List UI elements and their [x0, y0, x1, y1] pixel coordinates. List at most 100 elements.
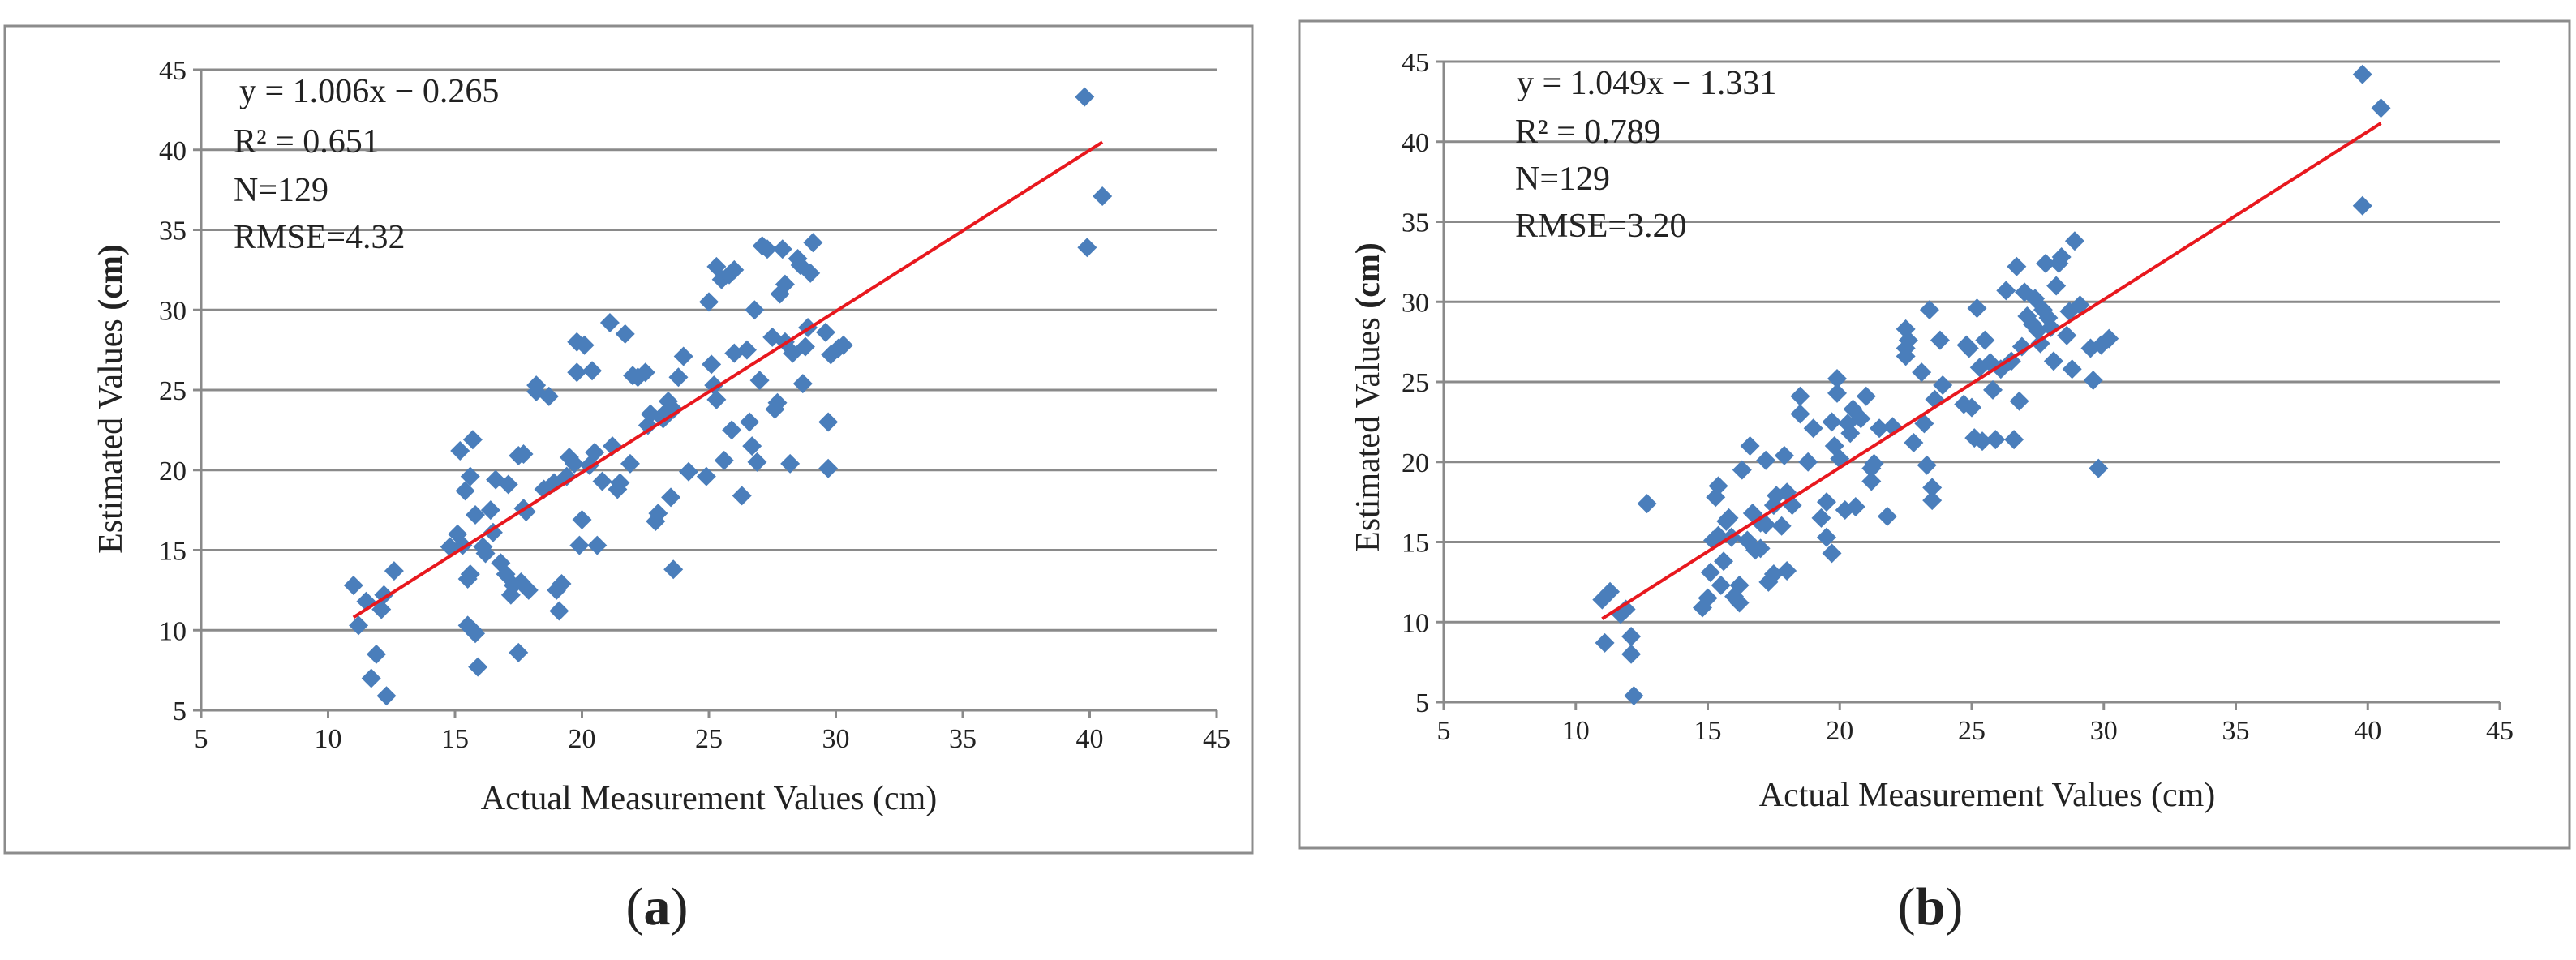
- data-point: [801, 263, 821, 283]
- panel-label-a: (a): [626, 877, 689, 936]
- r-squared-annotation: R² = 0.789: [1515, 114, 1661, 151]
- data-point: [2051, 246, 2072, 267]
- y-axis-label-unit: (cm): [92, 244, 130, 311]
- data-point: [592, 471, 612, 491]
- data-point: [1986, 430, 2006, 450]
- y-tick-label: 25: [1402, 368, 1429, 398]
- y-tick-label: 40: [159, 136, 187, 166]
- y-axis-label-prefix: Estimated Values: [92, 311, 130, 554]
- data-point: [1877, 506, 1897, 526]
- data-point: [2064, 231, 2084, 251]
- rmse-annotation: RMSE=4.32: [234, 219, 406, 256]
- data-point: [1077, 238, 1097, 258]
- data-point: [1803, 418, 1823, 439]
- data-point: [572, 509, 592, 529]
- y-tick-label: 20: [1402, 448, 1429, 478]
- data-point: [565, 453, 585, 474]
- data-point: [1719, 508, 1739, 528]
- x-tick-labels: 5 10 15 20 25 30 35 40 45: [195, 724, 1231, 754]
- data-point: [620, 453, 640, 474]
- data-point: [450, 441, 470, 461]
- data-point: [2099, 328, 2119, 349]
- data-point: [714, 450, 734, 470]
- data-point: [1616, 599, 1636, 619]
- y-tick-label: 40: [1402, 128, 1429, 158]
- data-point: [549, 601, 569, 621]
- x-tick-label: 40: [1076, 724, 1104, 754]
- data-point: [1919, 300, 1939, 320]
- data-point: [792, 374, 813, 394]
- data-point: [1816, 492, 1836, 512]
- y-tick-label: 30: [159, 296, 187, 326]
- x-axis-label: Actual Measurement Values (cm): [1759, 777, 2216, 814]
- data-point: [767, 392, 788, 413]
- x-tick-label: 35: [949, 724, 977, 754]
- data-point: [556, 466, 577, 486]
- data-point: [480, 500, 500, 521]
- data-point: [663, 399, 684, 419]
- data-point: [460, 466, 480, 486]
- data-point: [2007, 256, 2027, 276]
- trendline-path: [352, 140, 1104, 619]
- data-point: [2089, 458, 2109, 478]
- data-point: [574, 335, 595, 355]
- data-point: [673, 346, 693, 366]
- data-point: [1933, 375, 1953, 395]
- data-point: [736, 340, 757, 360]
- data-point: [376, 686, 397, 706]
- data-point: [678, 461, 698, 482]
- data-point: [1922, 491, 1943, 511]
- x-tick-label: 5: [195, 724, 208, 754]
- x-tick-labels: 5 10 15 20 25 30 35 40 45: [1437, 716, 2514, 746]
- data-point: [668, 367, 689, 388]
- data-point: [1750, 538, 1771, 559]
- data-point: [1983, 379, 2003, 400]
- data-point: [349, 615, 369, 636]
- data-point: [1922, 478, 1943, 498]
- y-tick-labels: 5 10 15 20 25 30 35 40 45: [159, 56, 187, 726]
- data-point: [585, 443, 605, 463]
- x-tick-label: 15: [441, 724, 469, 754]
- data-point: [702, 354, 722, 375]
- data-point: [1621, 627, 1642, 647]
- data-point: [2057, 325, 2077, 345]
- data-point: [498, 474, 518, 495]
- data-point: [384, 561, 404, 581]
- data-point: [1790, 386, 1810, 406]
- x-tick-label: 25: [695, 724, 723, 754]
- y-tick-label: 15: [1402, 529, 1429, 559]
- data-point: [518, 580, 539, 600]
- data-point: [1856, 386, 1876, 406]
- data-point: [1637, 494, 1657, 514]
- x-tick-label: 20: [569, 724, 596, 754]
- x-tick-label: 30: [822, 724, 850, 754]
- data-point: [1600, 581, 1621, 602]
- y-tick-label: 15: [159, 537, 187, 567]
- chart-panel-a: 5 10 15 20 25 30 35 40 45 5 10 15 20 25 30 35 40 45 y = …: [3, 24, 1254, 936]
- data-point: [2352, 195, 2372, 216]
- data-point: [757, 239, 777, 259]
- data-point: [1798, 452, 1818, 472]
- x-axis-label: Actual Measurement Values (cm): [481, 780, 938, 817]
- data-point: [1624, 686, 1644, 706]
- data-point: [1845, 497, 1865, 517]
- data-point: [513, 444, 534, 464]
- data-point: [582, 361, 603, 381]
- r-squared-annotation: R² = 0.651: [234, 123, 380, 161]
- y-axis-label: Estimated Values (cm): [1350, 242, 1387, 552]
- data-point: [1843, 399, 1863, 419]
- data-point: [772, 239, 792, 259]
- data-point: [462, 430, 483, 450]
- data-point: [1714, 551, 1734, 572]
- data-point: [1914, 414, 1934, 434]
- y-tick-label: 5: [1415, 688, 1429, 718]
- data-point: [2004, 430, 2024, 450]
- x-tick-label: 35: [2222, 716, 2250, 746]
- equation-annotation: y = 1.049x − 1.331: [1517, 65, 1776, 102]
- data-point: [1729, 593, 1750, 613]
- data-point: [2011, 336, 2032, 357]
- y-axis-label-prefix: Estimated Values: [1350, 309, 1387, 552]
- data-point: [749, 371, 770, 391]
- data-point: [552, 573, 572, 594]
- trendline-path: [1601, 122, 2382, 620]
